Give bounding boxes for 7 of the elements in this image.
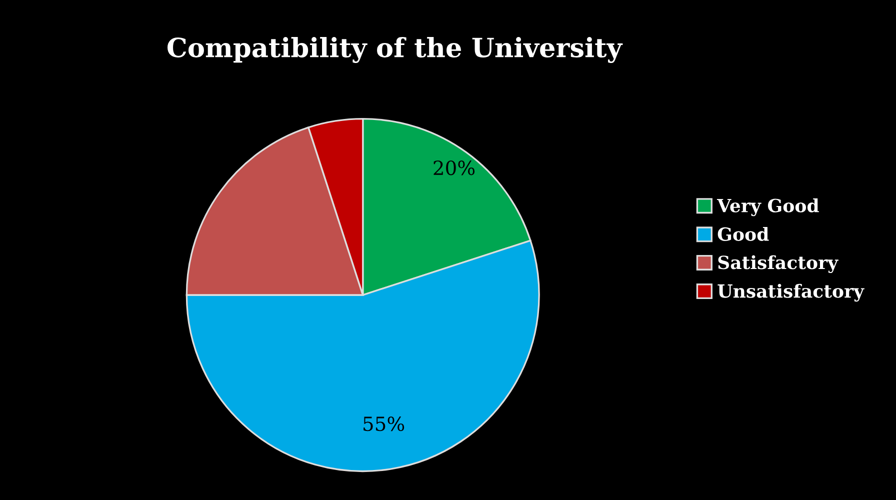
legend-label: Satisfactory (718, 255, 838, 274)
data-label: 20% (434, 160, 475, 176)
data-label: 55% (364, 416, 404, 432)
chart-title: Compatibility of the University (168, 37, 623, 63)
legend-label: Very Good (716, 198, 819, 216)
legend-label: Unsatisfactory (718, 284, 864, 302)
legend-label: Good (718, 226, 769, 241)
